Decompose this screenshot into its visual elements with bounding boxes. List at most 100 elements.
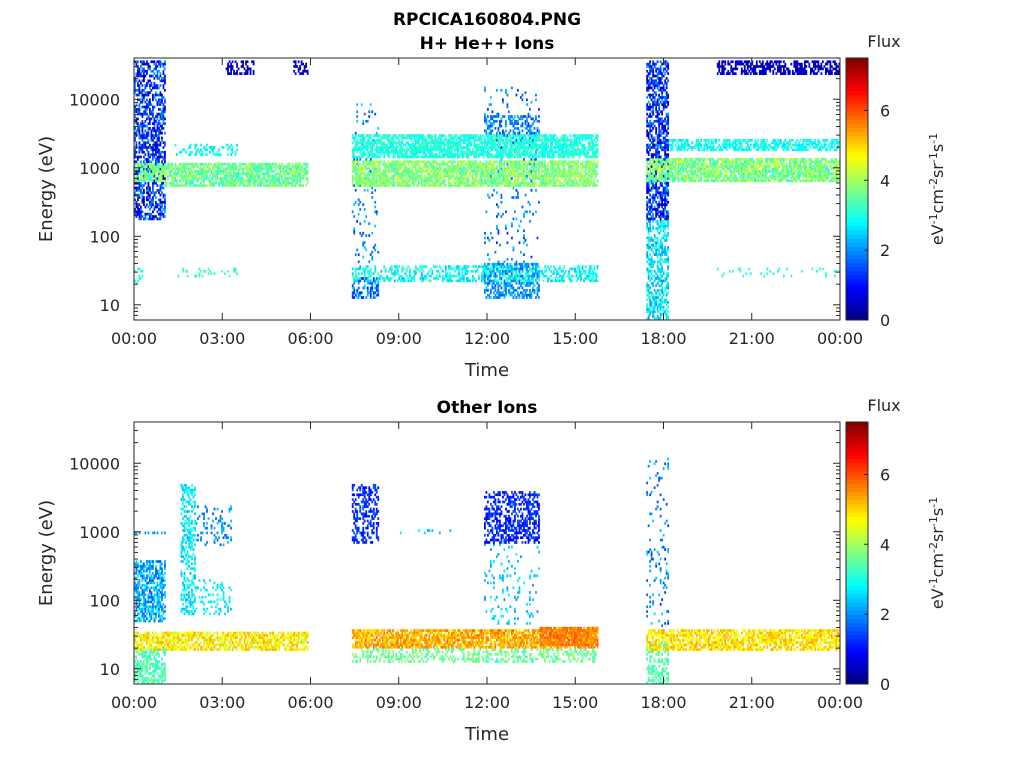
- heatmap-cell: [155, 160, 157, 164]
- heatmap-cell: [512, 246, 515, 249]
- heatmap-cell: [441, 160, 444, 164]
- heatmap-cell: [363, 184, 366, 187]
- heatmap-cell: [405, 146, 408, 149]
- heatmap-cell: [144, 134, 147, 137]
- heatmap-cell: [491, 117, 494, 121]
- heatmap-cell: [276, 184, 279, 187]
- heatmap-cell: [134, 179, 136, 183]
- heatmap-cell: [521, 122, 524, 125]
- heatmap-cell: [149, 169, 151, 173]
- heatmap-cell: [137, 98, 139, 102]
- heatmap-cell: [506, 141, 509, 145]
- heatmap-cell: [135, 150, 138, 154]
- heatmap-cell: [384, 184, 387, 187]
- heatmap-cell: [351, 162, 354, 166]
- heatmap-cell: [182, 172, 184, 176]
- heatmap-cell: [402, 155, 405, 159]
- heatmap-cell: [414, 148, 417, 152]
- heatmap-cell: [393, 177, 396, 180]
- heatmap-cell: [502, 98, 504, 102]
- heatmap-cell: [293, 60, 296, 64]
- heatmap-cell: [416, 148, 419, 152]
- heatmap-cell: [134, 212, 136, 216]
- heatmap-cell: [518, 177, 521, 180]
- heatmap-cell: [362, 267, 365, 271]
- heatmap-cell: [269, 184, 271, 187]
- heatmap-cell: [236, 62, 238, 66]
- heatmap-cell: [164, 110, 166, 114]
- heatmap-cell: [374, 281, 377, 285]
- heatmap-cell: [206, 143, 208, 147]
- heatmap-cell: [357, 184, 360, 187]
- heatmap-cell: [378, 134, 381, 137]
- heatmap-cell: [538, 153, 540, 156]
- heatmap-cell: [408, 143, 411, 147]
- heatmap-cell: [428, 155, 431, 159]
- heatmap-cell: [248, 177, 250, 180]
- heatmap-cell: [455, 167, 458, 171]
- heatmap-cell: [461, 146, 464, 149]
- heatmap-cell: [520, 279, 522, 283]
- heatmap-cell: [143, 134, 145, 137]
- heatmap-cell: [204, 184, 207, 187]
- heatmap-cell: [155, 91, 157, 95]
- heatmap-cell: [465, 277, 468, 280]
- heatmap-cell: [143, 143, 145, 147]
- heatmap-cell: [155, 93, 157, 97]
- heatmap-cell: [426, 136, 429, 140]
- heatmap-cell: [505, 122, 507, 125]
- heatmap-cell: [384, 267, 387, 271]
- heatmap-cell: [143, 179, 145, 183]
- heatmap-cell: [351, 174, 354, 178]
- heatmap-cell: [435, 146, 438, 149]
- heatmap-cell: [377, 165, 380, 168]
- heatmap-cell: [455, 153, 458, 156]
- heatmap-cell: [146, 108, 148, 111]
- heatmap-cell: [231, 146, 234, 149]
- heatmap-cell: [156, 117, 159, 121]
- heatmap-cell: [380, 269, 383, 273]
- heatmap-cell: [153, 60, 156, 64]
- heatmap-cell: [152, 215, 154, 218]
- heatmap-cell: [527, 277, 530, 280]
- heatmap-cell: [146, 169, 148, 173]
- heatmap-cell: [497, 281, 500, 285]
- heatmap-cell: [381, 177, 384, 180]
- heatmap-cell: [144, 172, 147, 176]
- heatmap-cell: [529, 219, 531, 223]
- heatmap-cell: [158, 208, 160, 211]
- heatmap-cell: [493, 291, 495, 295]
- heatmap-cell: [468, 160, 471, 164]
- heatmap-cell: [446, 165, 449, 168]
- heatmap-cell: [452, 153, 455, 156]
- heatmap-cell: [413, 177, 416, 180]
- heatmap-cell: [147, 138, 150, 142]
- heatmap-cell: [464, 169, 467, 173]
- heatmap-cell: [137, 88, 139, 92]
- heatmap-cell: [512, 129, 515, 133]
- heatmap-cell: [530, 296, 533, 299]
- heatmap-cell: [227, 172, 229, 176]
- heatmap-cell: [425, 138, 428, 142]
- heatmap-cell: [156, 189, 159, 192]
- heatmap-cell: [191, 165, 193, 168]
- heatmap-cell: [356, 267, 359, 271]
- heatmap-cell: [414, 138, 417, 142]
- heatmap-cell: [182, 174, 184, 178]
- heatmap-cell: [356, 162, 359, 166]
- heatmap-cell: [395, 136, 398, 140]
- heatmap-cell: [405, 181, 408, 185]
- heatmap-cell: [152, 136, 154, 140]
- heatmap-cell: [429, 155, 432, 159]
- heatmap-cell: [456, 279, 459, 283]
- heatmap-cell: [506, 103, 509, 106]
- heatmap-cell: [458, 172, 461, 176]
- heatmap-cell: [135, 122, 138, 125]
- heatmap-cell: [252, 165, 255, 168]
- heatmap-cell: [291, 174, 294, 178]
- heatmap-cell: [138, 124, 141, 128]
- heatmap-cell: [353, 291, 356, 295]
- heatmap-cell: [401, 274, 404, 278]
- heatmap-cell: [356, 184, 359, 187]
- heatmap-cell: [441, 279, 444, 283]
